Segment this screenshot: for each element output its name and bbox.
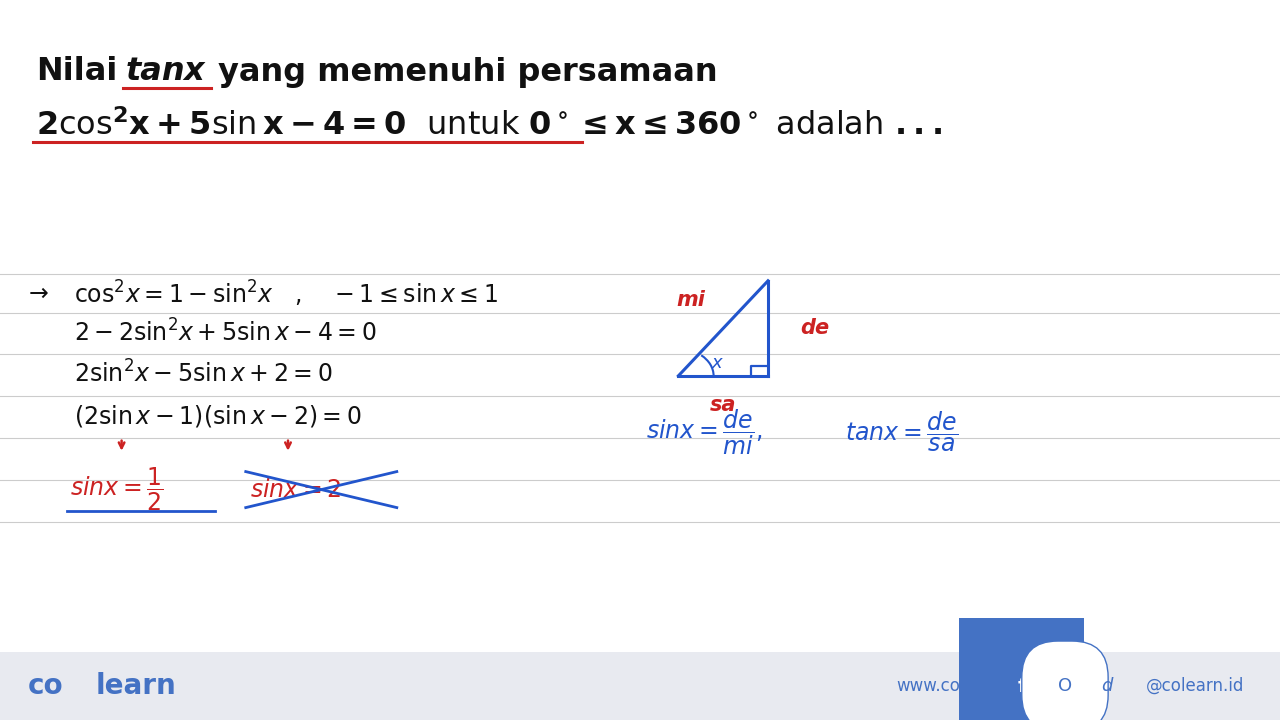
FancyBboxPatch shape xyxy=(0,0,1280,655)
Text: →: → xyxy=(28,282,47,306)
Text: yang memenuhi persamaan: yang memenuhi persamaan xyxy=(218,56,717,88)
Text: $2\sin^2\!x - 5\sin x + 2 = 0$: $2\sin^2\!x - 5\sin x + 2 = 0$ xyxy=(74,361,333,388)
Text: @colearn.id: @colearn.id xyxy=(1146,677,1244,696)
Text: mi: mi xyxy=(677,289,705,310)
Text: $\mathit{sinx} = \dfrac{1}{2}$: $\mathit{sinx} = \dfrac{1}{2}$ xyxy=(70,466,164,513)
Text: $\mathit{tanx} = \dfrac{de}{sa}$: $\mathit{tanx} = \dfrac{de}{sa}$ xyxy=(845,410,957,454)
Text: f: f xyxy=(1018,677,1025,696)
Text: de: de xyxy=(800,318,829,338)
Text: Nilai: Nilai xyxy=(36,56,118,88)
Text: $2 - 2\sin^2\!x + 5\sin x - 4 = 0$: $2 - 2\sin^2\!x + 5\sin x - 4 = 0$ xyxy=(74,320,376,347)
Text: www.colearn.id: www.colearn.id xyxy=(896,677,1023,696)
Text: $(2\sin x - 1)(\sin x - 2) = 0$: $(2\sin x - 1)(\sin x - 2) = 0$ xyxy=(74,403,362,429)
Text: co: co xyxy=(28,672,64,700)
Text: $\mathit{sinx} = 2$: $\mathit{sinx} = 2$ xyxy=(250,477,340,502)
Text: sa: sa xyxy=(710,395,736,415)
Text: d: d xyxy=(1102,677,1112,696)
Text: x: x xyxy=(183,56,204,88)
Text: tan: tan xyxy=(125,56,186,88)
Text: x: x xyxy=(712,354,722,372)
FancyBboxPatch shape xyxy=(0,652,1280,720)
Text: $\mathit{sinx} = \dfrac{de}{mi},$: $\mathit{sinx} = \dfrac{de}{mi},$ xyxy=(646,408,763,456)
Text: learn: learn xyxy=(96,672,177,700)
Text: $\cos^2\!x = 1 - \sin^2\!x$$\quad,\quad -1 \leq \sin x \leq 1$: $\cos^2\!x = 1 - \sin^2\!x$$\quad,\quad … xyxy=(74,279,498,309)
Text: O: O xyxy=(1057,677,1073,696)
Text: $\mathbf{2\cos^2\!x + 5\sin x - 4 = 0}$$\mathbf{\ \ \mathrm{untuk}\ 0^\circ \leq: $\mathbf{2\cos^2\!x + 5\sin x - 4 = 0}$$… xyxy=(36,109,942,143)
